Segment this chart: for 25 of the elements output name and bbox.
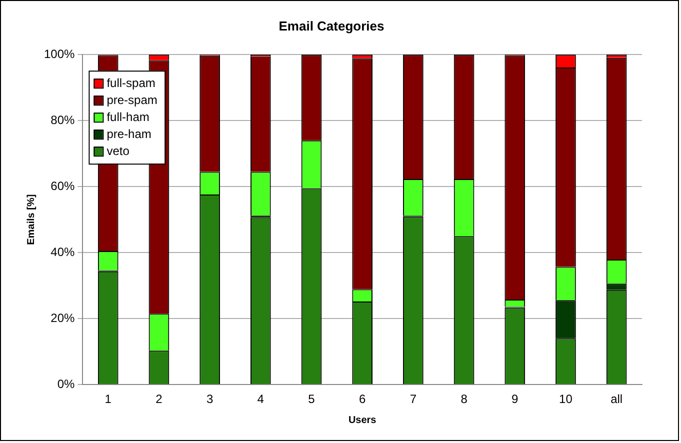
- x-tick-label: 6: [359, 392, 366, 406]
- y-tick-label: 80%: [50, 112, 76, 127]
- x-tick-label: 5: [308, 392, 316, 406]
- y-tick-label: 40%: [50, 244, 76, 259]
- x-tick-label: 3: [206, 392, 214, 406]
- x-tick-label: 2: [156, 392, 163, 406]
- y-tick-label: 100%: [44, 46, 76, 61]
- x-tick-label: 8: [460, 392, 468, 406]
- x-tick-label: 9: [512, 392, 519, 406]
- chart-title: Email Categories: [278, 18, 384, 34]
- y-tick-label: 0%: [57, 376, 76, 391]
- x-tick-label: all: [610, 392, 623, 406]
- y-tick-label: 60%: [50, 178, 76, 193]
- x-tick-label: 4: [257, 392, 264, 406]
- x-axis-title: Users: [348, 414, 377, 426]
- x-tick-label: 10: [559, 392, 573, 406]
- legend-label: pre-spam: [106, 92, 158, 107]
- y-tick-label: 20%: [50, 310, 76, 325]
- legend-label: full-ham: [106, 110, 150, 124]
- legend-label: veto: [106, 144, 130, 158]
- legend-label: pre-ham: [106, 126, 152, 141]
- y-axis-title: Emails [%]: [26, 194, 37, 245]
- legend-label: full-spam: [106, 76, 156, 90]
- x-tick-label: 1: [104, 392, 112, 406]
- x-tick-label: 7: [410, 392, 417, 406]
